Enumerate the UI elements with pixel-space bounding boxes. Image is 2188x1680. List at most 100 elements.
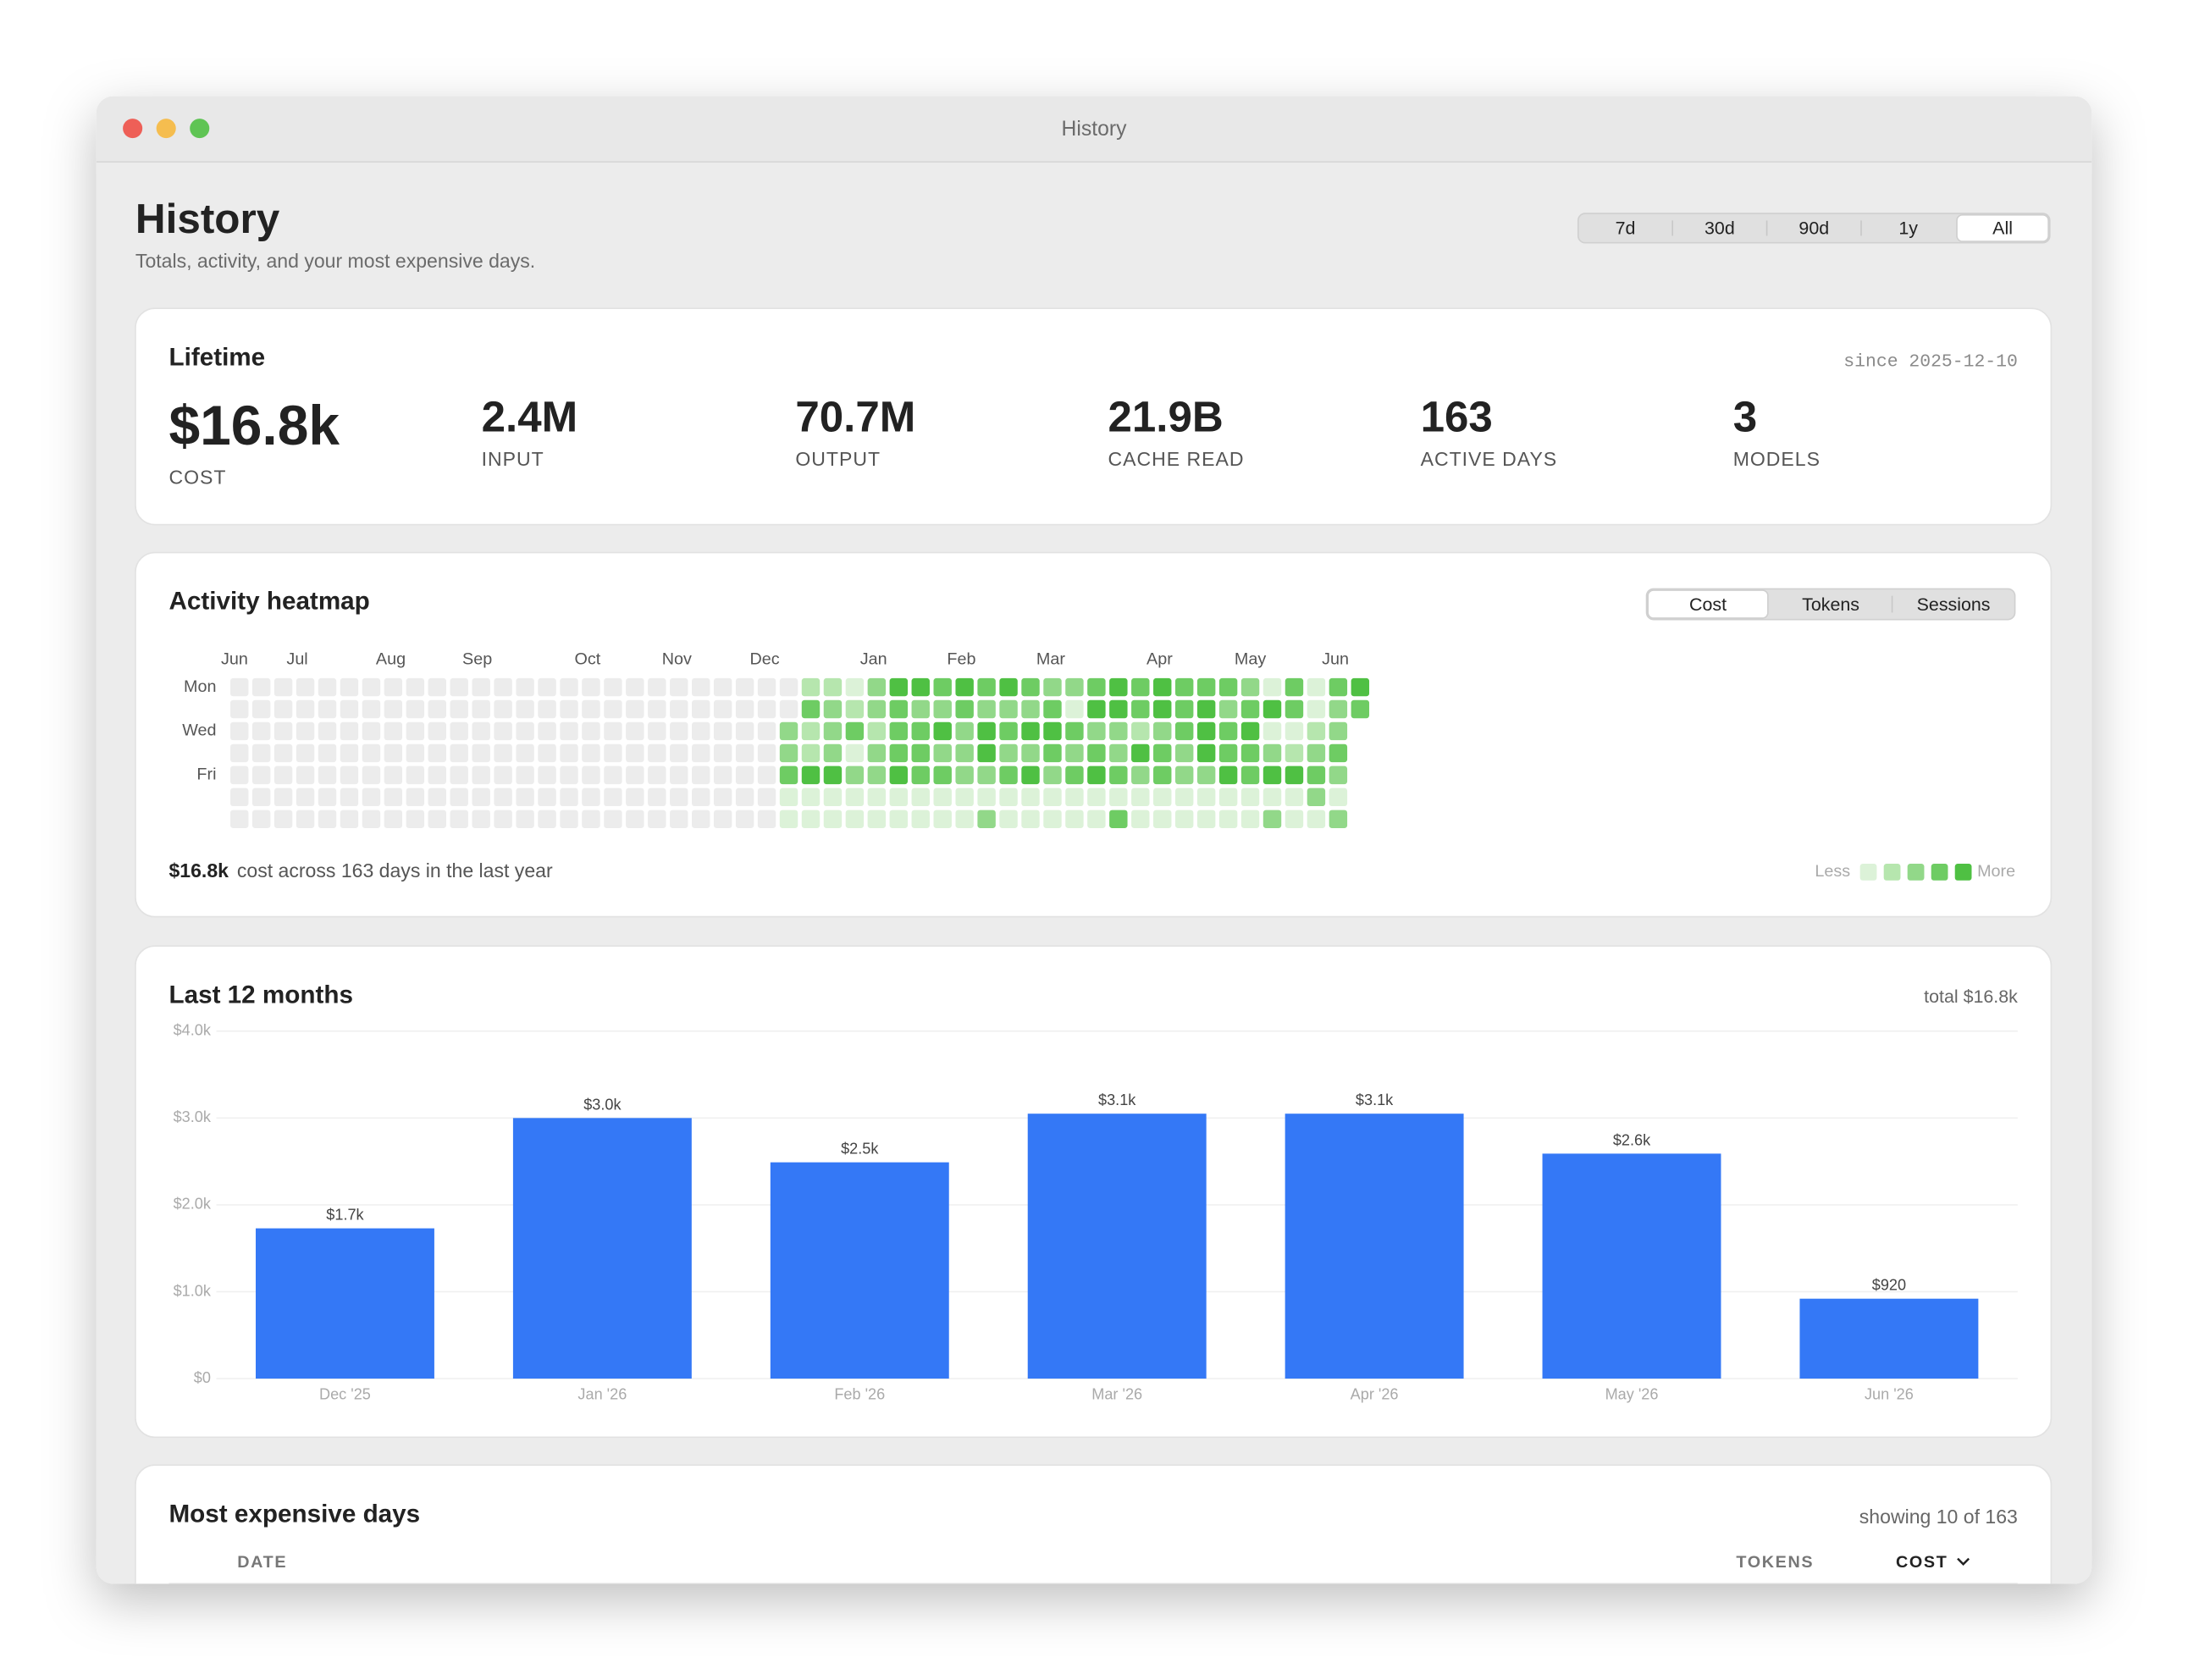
heatmap-cell xyxy=(494,721,512,741)
heatmap-cell xyxy=(318,721,337,741)
heatmap-cell xyxy=(1329,699,1348,719)
heatmap-cell xyxy=(362,699,381,719)
heatmap-cell xyxy=(779,721,798,741)
heatmap-cell xyxy=(823,699,843,719)
legend-less: Less xyxy=(1815,862,1850,881)
column-header[interactable]: TOKENS xyxy=(1736,1553,1814,1572)
summary-value: $16.8k xyxy=(169,859,229,881)
column-header[interactable]: DATE xyxy=(237,1553,287,1572)
heatmap-cell xyxy=(977,810,996,828)
sort-chevron xyxy=(1957,1557,1970,1566)
heatmap-cell xyxy=(670,788,688,807)
segment-button[interactable]: 7d xyxy=(1616,218,1636,239)
segment-button[interactable]: 1y xyxy=(1898,218,1918,239)
heatmap-cell xyxy=(274,765,293,785)
segment-button[interactable]: All xyxy=(1992,218,2013,239)
column-header[interactable]: COST xyxy=(1896,1553,1948,1572)
heatmap-cell xyxy=(428,721,446,741)
heatmap-cell xyxy=(1307,788,1326,807)
heatmap-cell xyxy=(933,810,952,828)
heatmap-cell xyxy=(1174,721,1194,741)
bar-chart: $0 $1.0k $2.0k $3.0k $4.0k $1.7k Dec '25 $3.0k J… xyxy=(174,1022,2018,1403)
heatmap-cell xyxy=(867,765,887,785)
heatmap-cell xyxy=(1087,677,1106,697)
minimize-button[interactable] xyxy=(156,119,176,139)
zoom-button[interactable] xyxy=(190,119,210,139)
heatmap-cell xyxy=(340,743,359,763)
bar[interactable] xyxy=(770,1162,949,1379)
month-label: Apr xyxy=(1146,650,1173,669)
heatmap-cell xyxy=(735,810,754,828)
heatmap-cell xyxy=(1240,743,1260,763)
heatmap-cell xyxy=(516,677,534,697)
segment-button[interactable]: Tokens xyxy=(1802,594,1859,615)
bar[interactable] xyxy=(1285,1114,1464,1379)
heatmap-cell xyxy=(648,743,666,763)
heatmap-cell xyxy=(1263,677,1282,697)
close-button[interactable] xyxy=(123,119,143,139)
heatmap-cell xyxy=(538,699,556,719)
heatmap-cell xyxy=(1218,721,1238,741)
heatmap-cell xyxy=(1087,788,1106,807)
heatmap-cell xyxy=(1218,810,1238,828)
heatmap-cell xyxy=(1351,677,1370,697)
month-label: Nov xyxy=(662,650,692,669)
stat-value: 70.7M xyxy=(795,393,915,441)
y-tick-label: $1.0k xyxy=(174,1282,212,1299)
bar[interactable] xyxy=(1027,1114,1207,1379)
heatmap-cell xyxy=(1329,721,1348,741)
heatmap-cell xyxy=(823,677,843,697)
heatmap-cell xyxy=(229,810,249,828)
page-subtitle: Totals, activity, and your most expensiv… xyxy=(135,250,535,272)
heatmap-cell xyxy=(560,743,578,763)
day-label: Mon xyxy=(184,677,216,696)
heatmap-cell xyxy=(1285,810,1304,828)
heatmap-cell xyxy=(1021,810,1040,828)
segment-button[interactable]: Sessions xyxy=(1917,594,1991,615)
month-label: Dec xyxy=(750,650,780,669)
legend-swatch xyxy=(1907,864,1925,881)
segment-button[interactable]: 30d xyxy=(1705,218,1735,239)
heatmap-cell xyxy=(538,788,556,807)
heatmap-cell xyxy=(318,810,337,828)
heatmap: Jun Jul Aug Sep Oct Nov Dec Jan Feb Mar Apr May Jun M… xyxy=(182,650,2015,881)
heatmap-cell xyxy=(384,743,403,763)
heatmap-cell xyxy=(1218,699,1238,719)
segment-button[interactable]: Cost xyxy=(1689,594,1727,615)
heatmap-cell xyxy=(845,699,865,719)
value-label: $3.1k xyxy=(1356,1091,1394,1108)
heatmap-cell xyxy=(1174,743,1194,763)
month-label: Mar xyxy=(1036,650,1065,669)
heatmap-cell xyxy=(977,721,996,741)
heatmap-cell xyxy=(494,743,512,763)
heatmap-cell xyxy=(779,677,798,697)
heatmap-cell xyxy=(1218,743,1238,763)
heatmap-cell xyxy=(1043,765,1062,785)
heatmap-cell xyxy=(1131,788,1150,807)
heatmap-cell xyxy=(955,810,974,828)
bar[interactable] xyxy=(256,1228,434,1379)
heatmap-cell xyxy=(406,721,425,741)
heatmap-cell xyxy=(1307,699,1326,719)
heatmap-cell xyxy=(757,677,776,697)
bar[interactable] xyxy=(1542,1153,1721,1379)
day-label: Wed xyxy=(182,721,216,740)
heatmap-cell xyxy=(1196,699,1216,719)
heatmap-cell xyxy=(1240,810,1260,828)
month-label: Feb xyxy=(947,650,975,669)
bar[interactable] xyxy=(512,1118,692,1379)
heatmap-cell xyxy=(999,699,1018,719)
heatmap-cell xyxy=(516,788,534,807)
heatmap-cell xyxy=(1043,788,1062,807)
heatmap-cell xyxy=(229,721,249,741)
segment-button[interactable]: 90d xyxy=(1798,218,1829,239)
x-tick-label: Jan '26 xyxy=(577,1386,627,1403)
value-label: $1.7k xyxy=(326,1207,364,1224)
heatmap-cell xyxy=(251,788,271,807)
heatmap-cell xyxy=(955,677,974,697)
mode-control: Cost Tokens Sessions xyxy=(1645,588,2016,621)
heatmap-cell xyxy=(757,721,776,741)
bar[interactable] xyxy=(1799,1298,1979,1379)
heatmap-cell xyxy=(384,810,403,828)
